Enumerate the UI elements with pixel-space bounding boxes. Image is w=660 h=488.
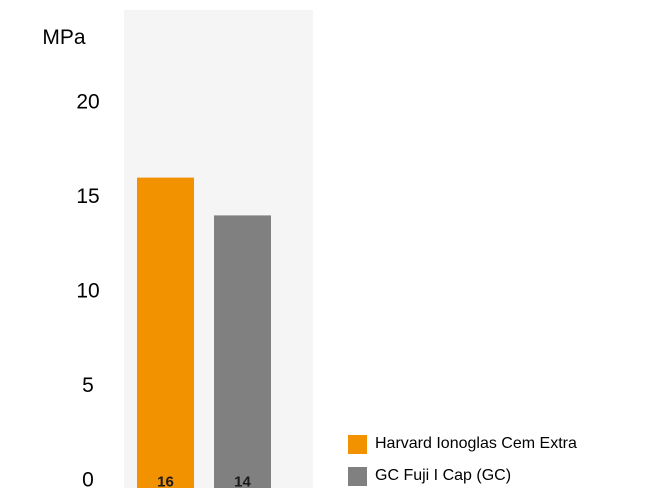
y-tick-label: 0 <box>82 469 94 488</box>
y-tick-label: 5 <box>82 374 94 397</box>
legend-label-gc-fuji: GC Fuji I Cap (GC) <box>375 467 512 484</box>
legend-swatch-gc-fuji <box>348 466 367 486</box>
bar-value-labels: 16 14 <box>157 474 251 488</box>
bar-value-label: 14 <box>234 474 251 488</box>
bar-harvard <box>137 177 194 488</box>
y-axis-unit-label: MPa <box>42 26 86 49</box>
bar-gc-fuji <box>214 215 271 488</box>
y-tick-label: 10 <box>76 280 99 303</box>
y-tick-label: 20 <box>76 91 99 114</box>
legend-swatch-harvard <box>348 434 367 454</box>
y-axis-ticks: 0 5 10 15 20 <box>76 91 99 488</box>
legend-label-harvard: Harvard Ionoglas Cem Extra <box>375 435 577 452</box>
legend: Harvard Ionoglas Cem Extra GC Fuji I Cap… <box>348 434 577 488</box>
bars <box>137 177 271 488</box>
legend-item-gc-fuji: GC Fuji I Cap (GC) <box>348 466 577 486</box>
legend-item-harvard: Harvard Ionoglas Cem Extra <box>348 434 577 454</box>
y-tick-label: 15 <box>76 185 99 208</box>
bar-value-label: 16 <box>157 474 174 488</box>
